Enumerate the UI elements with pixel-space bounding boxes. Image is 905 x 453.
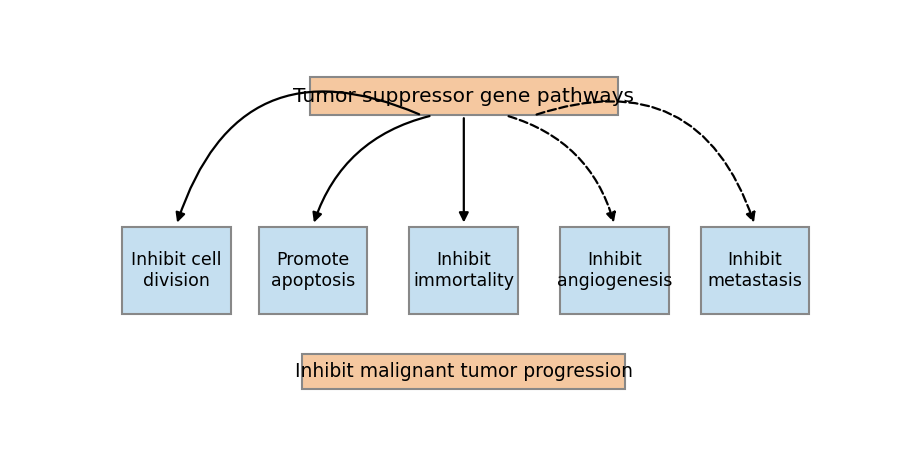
FancyBboxPatch shape xyxy=(122,227,231,314)
FancyBboxPatch shape xyxy=(302,354,625,389)
Text: Promote
apoptosis: Promote apoptosis xyxy=(271,251,355,290)
FancyBboxPatch shape xyxy=(409,227,519,314)
Text: Inhibit
angiogenesis: Inhibit angiogenesis xyxy=(557,251,672,290)
FancyBboxPatch shape xyxy=(560,227,669,314)
Text: Inhibit cell
division: Inhibit cell division xyxy=(131,251,222,290)
Text: Inhibit
immortality: Inhibit immortality xyxy=(414,251,514,290)
Text: Inhibit
metastasis: Inhibit metastasis xyxy=(708,251,803,290)
FancyBboxPatch shape xyxy=(259,227,367,314)
Text: Inhibit malignant tumor progression: Inhibit malignant tumor progression xyxy=(295,362,633,381)
FancyBboxPatch shape xyxy=(310,77,618,116)
Text: Tumor suppressor gene pathways: Tumor suppressor gene pathways xyxy=(293,87,634,106)
FancyBboxPatch shape xyxy=(700,227,809,314)
